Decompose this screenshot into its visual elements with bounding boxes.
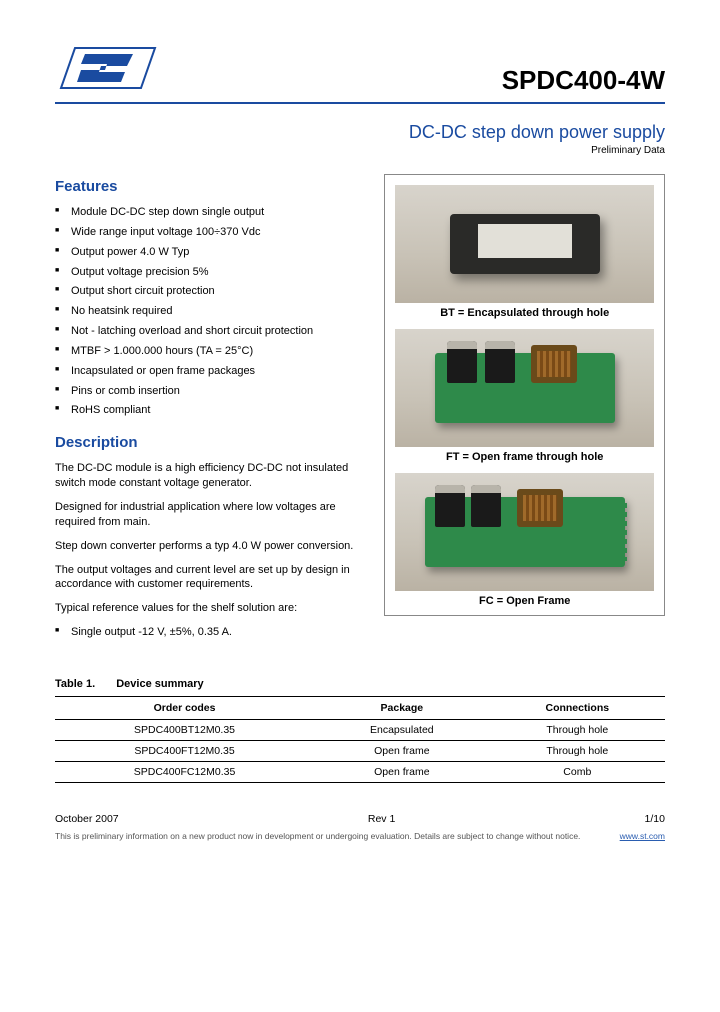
feature-item: Not - latching overload and short circui… — [55, 324, 364, 339]
table-cell: SPDC400FT12M0.35 — [55, 740, 314, 761]
table-row: SPDC400BT12M0.35 Encapsulated Through ho… — [55, 719, 665, 740]
table-row: SPDC400FT12M0.35 Open frame Through hole — [55, 740, 665, 761]
header-rule — [55, 102, 665, 104]
feature-item: Module DC-DC step down single output — [55, 205, 364, 220]
feature-item: MTBF > 1.000.000 hours (TA = 25°C) — [55, 344, 364, 359]
st-logo — [55, 40, 165, 96]
table-cell: Open frame — [314, 740, 490, 761]
table-cell: Comb — [490, 761, 665, 782]
part-number: SPDC400-4W — [502, 65, 665, 96]
footer-rev: Rev 1 — [368, 813, 395, 825]
description-para: The output voltages and current level ar… — [55, 563, 364, 593]
feature-item: Pins or comb insertion — [55, 384, 364, 399]
feature-item: No heatsink required — [55, 304, 364, 319]
image-panel: BT = Encapsulated through hole FT = Open… — [384, 174, 665, 616]
description-body: The DC-DC module is a high efficiency DC… — [55, 461, 364, 640]
device-table: Order codes Package Connections SPDC400B… — [55, 696, 665, 783]
table-title: Table 1. Device summary — [55, 678, 665, 690]
table-header-row: Order codes Package Connections — [55, 696, 665, 719]
description-para: Step down converter performs a typ 4.0 W… — [55, 539, 364, 554]
header: SPDC400-4W — [55, 40, 665, 96]
product-image-ft — [395, 329, 654, 447]
table-row: SPDC400FC12M0.35 Open frame Comb — [55, 761, 665, 782]
description-para: Designed for industrial application wher… — [55, 500, 364, 530]
preliminary-label: Preliminary Data — [55, 145, 665, 156]
table-number: Table 1. — [55, 678, 95, 690]
description-para: Typical reference values for the shelf s… — [55, 601, 364, 616]
footer-meta: October 2007 Rev 1 1/10 — [55, 813, 665, 825]
table-col-header: Connections — [490, 696, 665, 719]
product-image-fc — [395, 473, 654, 591]
footer-link[interactable]: www.st.com — [620, 831, 665, 842]
right-column: BT = Encapsulated through hole FT = Open… — [384, 174, 665, 656]
description-bullet: Single output -12 V, ±5%, 0.35 A. — [55, 625, 364, 640]
page-subtitle: DC-DC step down power supply — [55, 122, 665, 143]
caption-bt: BT = Encapsulated through hole — [395, 307, 654, 319]
table-cell: Through hole — [490, 719, 665, 740]
feature-item: Incapsulated or open frame packages — [55, 364, 364, 379]
table-cell: SPDC400BT12M0.35 — [55, 719, 314, 740]
features-list: Module DC-DC step down single output Wid… — [55, 205, 364, 418]
description-para: The DC-DC module is a high efficiency DC… — [55, 461, 364, 491]
table-col-header: Package — [314, 696, 490, 719]
table-cell: SPDC400FC12M0.35 — [55, 761, 314, 782]
caption-fc: FC = Open Frame — [395, 595, 654, 607]
footnote: This is preliminary information on a new… — [55, 831, 665, 842]
footnote-text: This is preliminary information on a new… — [55, 831, 580, 842]
left-column: Features Module DC-DC step down single o… — [55, 174, 364, 656]
table-cell: Encapsulated — [314, 719, 490, 740]
table-block: Table 1. Device summary Order codes Pack… — [55, 678, 665, 783]
table-cell: Open frame — [314, 761, 490, 782]
feature-item: Wide range input voltage 100÷370 Vdc — [55, 225, 364, 240]
feature-item: Output short circuit protection — [55, 284, 364, 299]
features-heading: Features — [55, 178, 364, 195]
table-name: Device summary — [116, 678, 203, 690]
footer-page: 1/10 — [645, 813, 665, 825]
subtitle-block: DC-DC step down power supply Preliminary… — [55, 122, 665, 156]
table-col-header: Order codes — [55, 696, 314, 719]
feature-item: Output voltage precision 5% — [55, 265, 364, 280]
table-cell: Through hole — [490, 740, 665, 761]
feature-item: RoHS compliant — [55, 403, 364, 418]
footer-date: October 2007 — [55, 813, 119, 825]
product-image-bt — [395, 185, 654, 303]
caption-ft: FT = Open frame through hole — [395, 451, 654, 463]
feature-item: Output power 4.0 W Typ — [55, 245, 364, 260]
description-heading: Description — [55, 434, 364, 451]
